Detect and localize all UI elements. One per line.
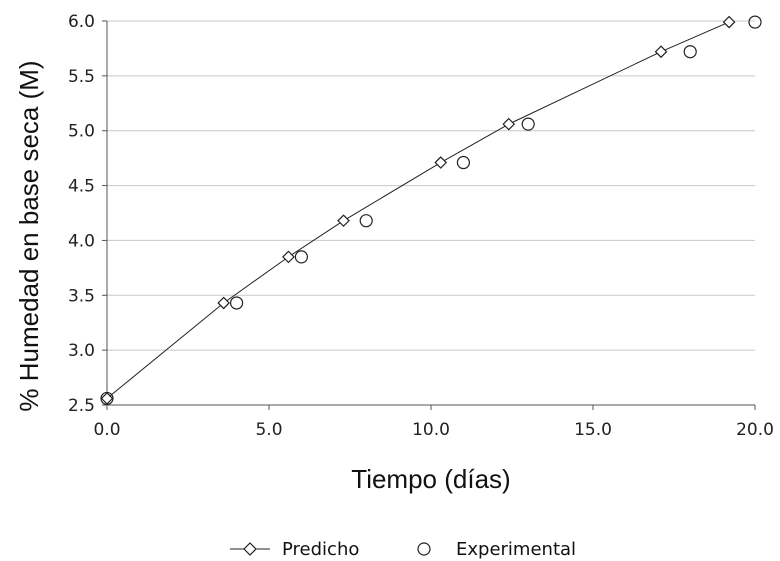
data-point-circle: [230, 296, 244, 310]
y-axis-ticks: 2.5 3.0 3.5 4.0 4.5 5.0 5.5 6.0: [68, 12, 107, 416]
series-predicho: [100, 15, 736, 405]
data-point-diamond: [654, 45, 668, 59]
legend-predicho-label: Predicho: [282, 539, 359, 560]
legend-experimental-label: Experimental: [456, 539, 576, 560]
legend-predicho-marker: [243, 542, 257, 556]
series-experimental: [100, 15, 762, 406]
y-axis-title: % Humedad en base seca (M): [14, 60, 44, 411]
x-axis-ticks: 0.0 5.0 10.0 15.0 20.0: [93, 405, 774, 440]
x-tick-label: 5.0: [255, 420, 282, 440]
data-point-circle: [521, 117, 535, 131]
data-point-circle: [294, 250, 308, 264]
y-tick-label: 5.5: [68, 67, 95, 87]
data-point-circle: [683, 45, 697, 59]
x-axis-title: Tiempo (días): [351, 464, 510, 494]
axes: [106, 21, 755, 406]
y-tick-label: 3.5: [68, 286, 95, 306]
data-series: [100, 15, 762, 406]
data-point-circle: [100, 391, 114, 406]
x-tick-label: 20.0: [736, 420, 774, 440]
series-line: [106, 21, 730, 399]
data-point-diamond: [434, 156, 448, 169]
data-point-diamond: [282, 250, 295, 264]
x-tick-label: 10.0: [412, 420, 450, 440]
x-tick-label: 0.0: [93, 420, 120, 440]
data-point-diamond: [337, 214, 350, 228]
y-tick-label: 5.0: [68, 122, 95, 142]
data-point-diamond: [502, 117, 516, 131]
data-point-circle: [456, 155, 470, 170]
y-tick-label: 4.5: [68, 177, 95, 197]
y-tick-label: 3.0: [68, 341, 95, 361]
y-tick-label: 2.5: [68, 396, 95, 416]
data-point-diamond: [217, 296, 230, 310]
data-point-circle: [748, 15, 762, 29]
grid-lines: [107, 20, 755, 351]
data-point-circle: [359, 214, 373, 228]
data-point-diamond: [722, 15, 736, 29]
legend-experimental-marker: [417, 542, 431, 556]
x-tick-label: 15.0: [574, 420, 612, 440]
legend: Predicho Experimental: [230, 539, 576, 560]
y-tick-label: 6.0: [68, 12, 95, 32]
y-tick-label: 4.0: [68, 231, 95, 251]
